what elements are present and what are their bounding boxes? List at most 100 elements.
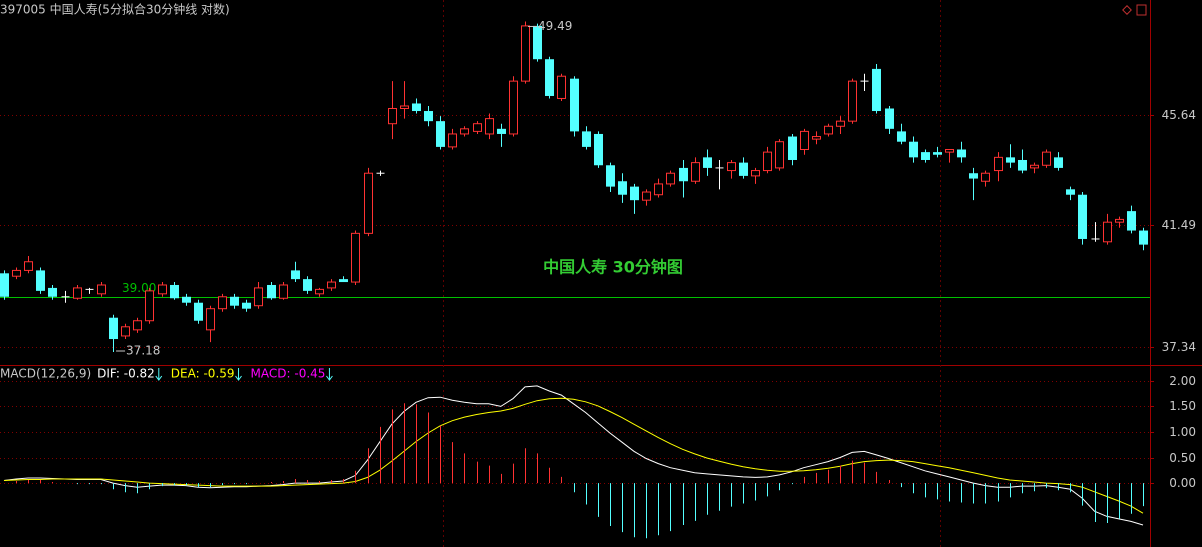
candle-body [933,152,942,155]
candle-body [885,108,894,129]
candle-body [703,157,712,168]
candle-body [133,320,142,331]
candle-body [1066,189,1075,195]
candle-body [618,181,627,195]
candle-body [364,172,373,234]
candle-body [642,191,651,201]
candle-body [800,130,809,151]
icon[interactable] [1122,5,1132,15]
y-tick-label: 2.00 [1169,374,1196,388]
candle-body [24,261,33,271]
y-tick-label: 0.50 [1169,451,1196,465]
candle-body [291,270,300,280]
legend-arrow [155,375,163,381]
candle-body [194,302,203,321]
candle-body [1042,151,1051,166]
candle-body [230,296,239,306]
legend-entry: DIF: -0.82 [97,367,155,381]
candle-body [1078,194,1087,239]
candle-body [1127,211,1136,231]
candle-body [570,78,579,132]
candle-body [812,136,821,140]
candle-body [654,183,663,196]
candle-body [121,326,130,337]
legend-arrow [326,375,333,381]
legend-entry: MACD: -0.45 [251,367,326,381]
legend-arrow [235,375,242,381]
candle-body [751,170,760,177]
icon[interactable] [1136,4,1147,16]
y-tick-label: 1.00 [1169,425,1196,439]
candle-body [872,68,881,112]
candle-body [267,284,276,299]
candle-body [242,302,251,309]
candle-body [909,141,918,158]
candle-body [1115,218,1124,223]
y-tick-label: 37.34 [1162,340,1196,354]
candle-body [424,111,433,122]
candle-body [436,121,445,147]
candle-body [485,118,494,135]
candle-body [12,269,21,277]
candle-body [1006,157,1015,163]
candle-body [775,141,784,169]
candle-body [158,284,167,295]
watermark: 中国人寿 30分钟图 [543,258,683,277]
candle-body [351,232,360,283]
candle-body [824,125,833,135]
candle-body [727,162,736,172]
y-tick-label: 0.00 [1169,476,1196,490]
candle-body [691,162,700,182]
candle-body [170,284,179,299]
candle-body [582,131,591,147]
candle-body [254,287,263,307]
candle-body [1018,159,1027,171]
max-label: 49.49 [538,19,572,33]
candle-body [981,172,990,182]
candle-body [957,149,966,158]
candle-body [339,279,348,283]
candle-body [509,80,518,135]
candle-body [945,149,954,153]
candle-body [412,103,421,112]
indicator-line [3,385,1144,526]
candle-body [836,120,845,127]
indicator-line [3,397,1144,514]
candle-body [303,279,312,291]
min-label: 37.18 [126,344,160,358]
candle-body [1030,164,1039,169]
candle-body [521,25,530,82]
candle-body [97,284,106,295]
candle-body [666,172,675,185]
candle-body [73,287,82,299]
candle-body [994,156,1003,172]
candle-body [327,281,336,289]
candle-body [763,151,772,172]
candle-body [315,288,324,295]
candle-body [206,308,215,331]
candle-body [921,152,930,160]
candle-body [594,133,603,166]
y-tick-label: 45.64 [1162,108,1196,122]
candle-body [0,273,9,297]
candle-body [388,107,397,125]
candle-body [36,270,45,291]
candle-body [557,75,566,99]
candle-body [606,165,615,187]
candle-body [109,317,118,340]
candle-body [400,105,409,109]
candle-body [448,133,457,148]
candle-body [897,131,906,142]
y-tick-label: 41.49 [1162,218,1196,232]
candle-body [497,128,506,134]
candle-body [1139,230,1148,245]
indicator-title: MACD(12,26,9) [0,367,91,381]
legend-entry: DEA: -0.59 [171,367,235,381]
candle-body [533,25,542,60]
candle-body [739,162,748,176]
candle-body [848,80,857,122]
candle-body [218,296,227,310]
candle-body [1054,157,1063,168]
candle-body [279,284,288,299]
